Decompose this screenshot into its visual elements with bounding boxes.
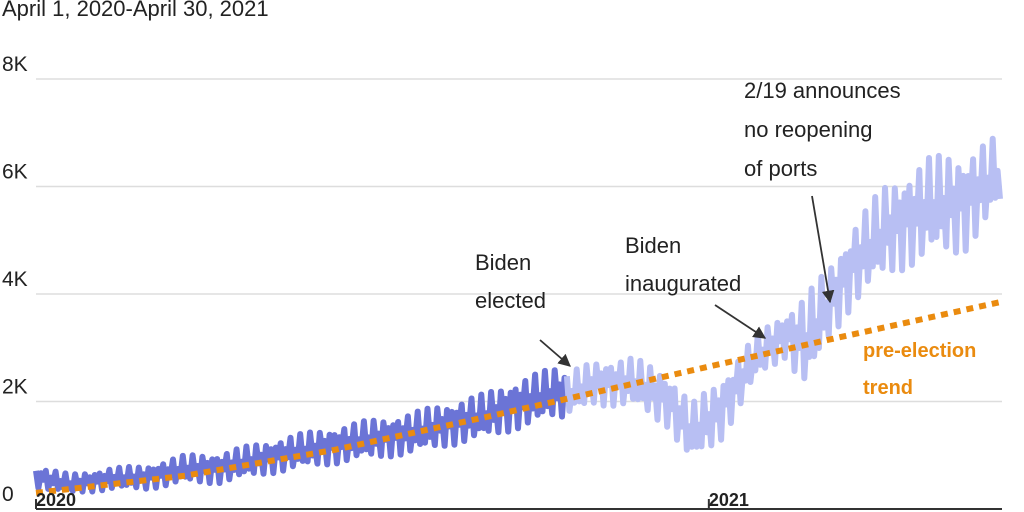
x-axis: 2020 2021 [35, 490, 1002, 510]
y-tick-label: 6K [2, 161, 28, 184]
trend-label: trend [863, 377, 913, 399]
annotation-text: elected [475, 288, 546, 313]
annotation-text: of ports [744, 156, 817, 181]
chart-subtitle: April 1, 2020-April 30, 2021 [2, 0, 269, 21]
annotation-text: 2/19 announces [744, 78, 901, 103]
y-tick-label: 4K [2, 268, 28, 291]
x-tick-label: 2021 [709, 490, 749, 510]
trend-line [35, 299, 1001, 496]
annotation-text: no reopening [744, 117, 872, 142]
annotation-text: Biden [475, 250, 531, 275]
y-tick-label: 2K [2, 376, 28, 399]
series-group [33, 135, 1003, 496]
annotation-arrow [714, 304, 767, 339]
series-line-before-election [33, 367, 570, 495]
y-tick-label: 0 [2, 483, 14, 506]
trend-label: pre-election [863, 340, 976, 362]
y-axis-ticks: 0 2K 4K 6K 8K [2, 53, 28, 506]
x-tick-label: 2020 [36, 490, 76, 510]
annotations: Biden elected Biden inaugurated 2/19 announc… [475, 78, 976, 399]
annotation-arrow [539, 339, 571, 367]
y-tick-label: 8K [2, 53, 28, 76]
annotation-text: Biden [625, 233, 681, 258]
annotation-arrow [811, 195, 835, 304]
annotation-text: inaugurated [625, 271, 741, 296]
